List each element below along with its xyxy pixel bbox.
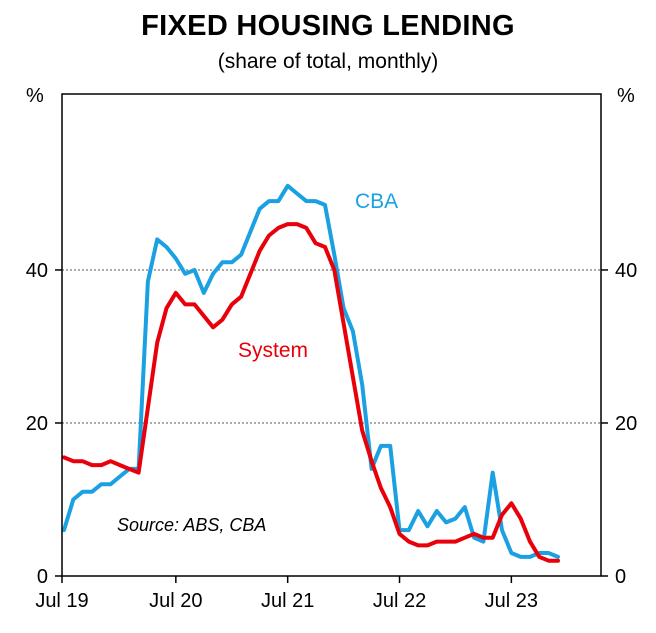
y-tick-label-left: 0: [37, 566, 48, 588]
plot-frame: [61, 93, 602, 577]
y-tick-label-right: 40: [615, 260, 637, 282]
y-tick-label-right: 20: [615, 413, 637, 435]
y-axis-unit-left: %: [26, 85, 44, 107]
series-layer: [62, 183, 560, 563]
axis-ticks: 0 0 20 20 40 40 Jul 19 Jul 20 Jul 21 Jul 22 Jul 23: [26, 260, 638, 612]
y-axis-unit-right: %: [617, 85, 635, 107]
chart-title: FIXED HOUSING LENDING: [141, 10, 515, 42]
x-tick-label: Jul 22: [373, 590, 426, 612]
x-tick-label: Jul 19: [35, 590, 88, 612]
y-tick-label-left: 40: [26, 260, 48, 282]
x-tick-label: Jul 23: [485, 590, 538, 612]
annotation-system: System: [238, 339, 308, 362]
x-tick-label: Jul 21: [261, 590, 314, 612]
annotation-cba: CBA: [355, 190, 398, 213]
x-tick-label: Jul 20: [149, 590, 202, 612]
series-line-system: [62, 222, 560, 563]
series-line-cba: [62, 183, 560, 559]
chart-subtitle: (share of total, monthly): [217, 50, 439, 73]
y-tick-label-left: 20: [26, 413, 48, 435]
y-tick-label-right: 0: [615, 566, 626, 588]
source-note: Source: ABS, CBA: [117, 515, 266, 535]
